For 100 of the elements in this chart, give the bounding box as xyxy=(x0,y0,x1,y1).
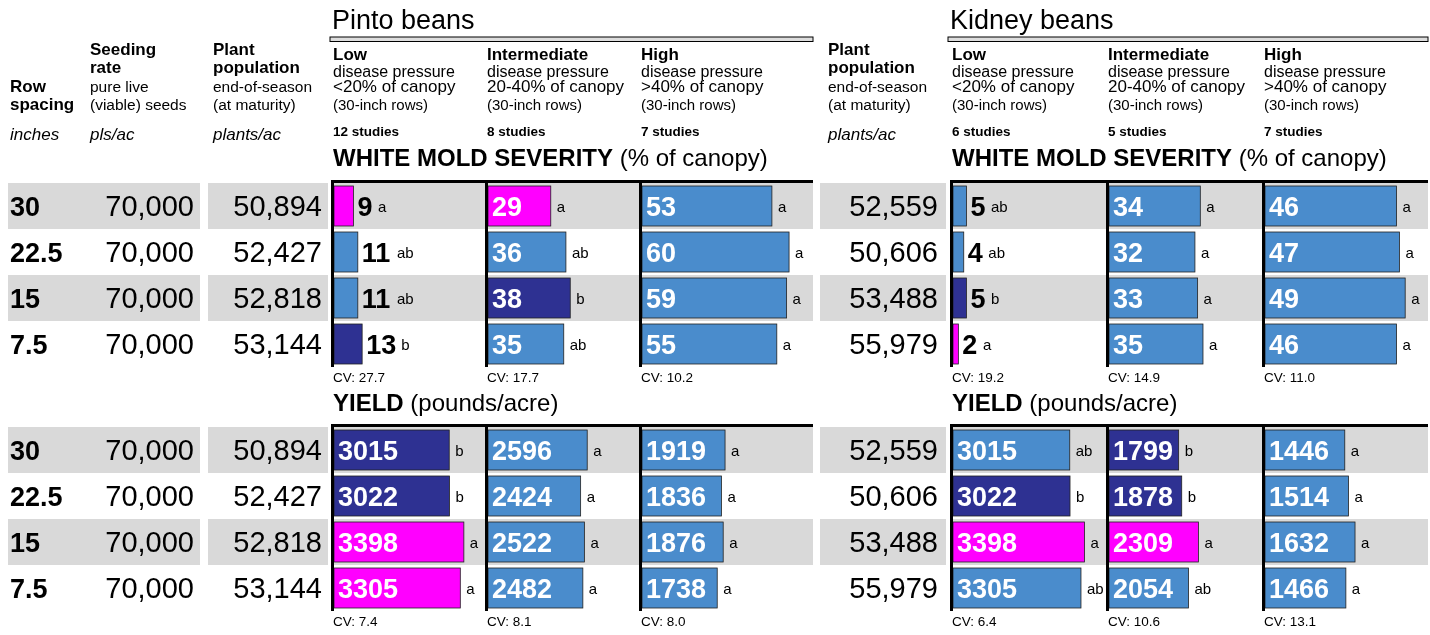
y-tick-label: 22.5 xyxy=(10,482,63,512)
text: 50,606 xyxy=(849,480,938,512)
data-label: 5 xyxy=(970,284,986,314)
annotation: a xyxy=(795,244,805,261)
annotation: a xyxy=(1208,336,1218,353)
text: 70,000 xyxy=(105,236,194,268)
text: 52,818 xyxy=(233,526,322,558)
text: (30-inch rows) xyxy=(1108,96,1204,113)
text: 50,894 xyxy=(233,190,322,222)
data-label: 2 xyxy=(962,330,978,360)
annotation: a xyxy=(729,534,739,551)
chart-title: Intermediate xyxy=(487,45,589,64)
text: Pinto beans xyxy=(332,5,475,35)
text: plants/ac xyxy=(827,125,897,144)
text: end-of-season (at maturity) xyxy=(213,77,313,113)
text: CV: 10.6 xyxy=(1108,614,1161,629)
annotation: b xyxy=(1187,488,1197,505)
data-label: 1919 xyxy=(646,436,707,466)
data-label: 47 xyxy=(1269,238,1300,268)
text: 6 studies xyxy=(952,124,1011,139)
data-label: 35 xyxy=(492,330,523,360)
text: CV: 7.4 xyxy=(333,614,379,629)
annotation: a xyxy=(586,488,596,505)
annotation: a xyxy=(792,290,802,307)
annotation: a xyxy=(1402,336,1412,353)
text: CV: 13.1 xyxy=(1264,614,1317,629)
annotation: ab xyxy=(991,198,1008,215)
annotation: a xyxy=(466,580,476,597)
text: 50,606 xyxy=(849,236,938,268)
y-tick-label: 7.5 xyxy=(10,574,48,604)
text: CV: 27.7 xyxy=(333,370,386,385)
text: 70,000 xyxy=(105,190,194,222)
text: Plant population xyxy=(213,39,300,77)
annotation: ab xyxy=(988,244,1006,261)
y-tick-label: 15 xyxy=(10,284,41,314)
chart-title: Intermediate xyxy=(1108,45,1210,64)
annotation: a xyxy=(1354,488,1364,505)
data-label: 46 xyxy=(1269,330,1300,360)
data-label: 3398 xyxy=(338,528,399,558)
annotation: a xyxy=(1361,534,1371,551)
data-label: 3305 xyxy=(338,574,399,604)
text: CV: 19.2 xyxy=(952,370,1005,385)
data-label: 1632 xyxy=(1269,528,1330,558)
data-label: 9 xyxy=(357,192,373,222)
data-label: 3305 xyxy=(957,574,1018,604)
data-label: 1799 xyxy=(1113,436,1174,466)
chart-subtitle: disease pressure xyxy=(1108,63,1230,80)
data-label: 2054 xyxy=(1113,574,1174,604)
text: 12 studies xyxy=(333,124,400,139)
annotation: a xyxy=(1206,198,1216,215)
annotation: a xyxy=(590,534,600,551)
data-label: 2309 xyxy=(1113,528,1174,558)
annotation: a xyxy=(378,198,388,215)
data-label: 32 xyxy=(1113,238,1144,268)
annotation: ab xyxy=(1086,580,1104,597)
data-label: 49 xyxy=(1269,284,1300,314)
text: 70,000 xyxy=(105,328,194,360)
annotation: b xyxy=(401,336,410,353)
annotation: a xyxy=(556,198,566,215)
data-label: 2424 xyxy=(492,482,553,512)
text: disease pressure xyxy=(952,63,1074,80)
chart-subtitle: disease pressure xyxy=(1264,63,1386,80)
annotation: a xyxy=(727,488,737,505)
annotation: a xyxy=(1090,534,1100,551)
text: 52,559 xyxy=(849,190,938,222)
data-label: 3015 xyxy=(338,436,399,466)
annotation: a xyxy=(1203,290,1213,307)
x-axis-title: YIELD (pounds/acre) xyxy=(952,389,1178,416)
data-label: 3015 xyxy=(957,436,1018,466)
chart-title: High xyxy=(641,45,679,64)
text: 53,488 xyxy=(849,526,938,558)
text: plants/ac xyxy=(212,125,282,144)
annotation: b xyxy=(1184,442,1194,459)
data-label: 5 xyxy=(970,192,986,222)
text: 53,488 xyxy=(849,282,938,314)
data-label: 4 xyxy=(967,238,983,268)
annotation: a xyxy=(731,442,741,459)
annotation: b xyxy=(991,290,1000,307)
x-axis-title: WHITE MOLD SEVERITY (% of canopy) xyxy=(333,144,768,171)
text: 52,427 xyxy=(233,236,322,268)
data-label: 1738 xyxy=(646,574,707,604)
y-tick-label: 30 xyxy=(10,436,41,466)
annotation: ab xyxy=(397,290,414,307)
text: CV: 17.7 xyxy=(487,370,540,385)
annotation: ab xyxy=(1075,442,1093,459)
annotation: b xyxy=(455,442,464,459)
text: Seeding rate xyxy=(90,39,157,77)
text: 70,000 xyxy=(105,434,194,466)
text: 52,818 xyxy=(233,282,322,314)
data-label: 38 xyxy=(492,284,523,314)
annotation: ab xyxy=(571,244,589,261)
text: (30-inch rows) xyxy=(487,96,583,113)
text: 50,894 xyxy=(233,434,322,466)
text: 70,000 xyxy=(105,572,194,604)
data-label: 3022 xyxy=(957,482,1018,512)
annotation: a xyxy=(723,580,733,597)
text: CV: 10.2 xyxy=(641,370,694,385)
text: 53,144 xyxy=(233,328,322,360)
annotation: a xyxy=(1200,244,1210,261)
text: 8 studies xyxy=(487,124,546,139)
